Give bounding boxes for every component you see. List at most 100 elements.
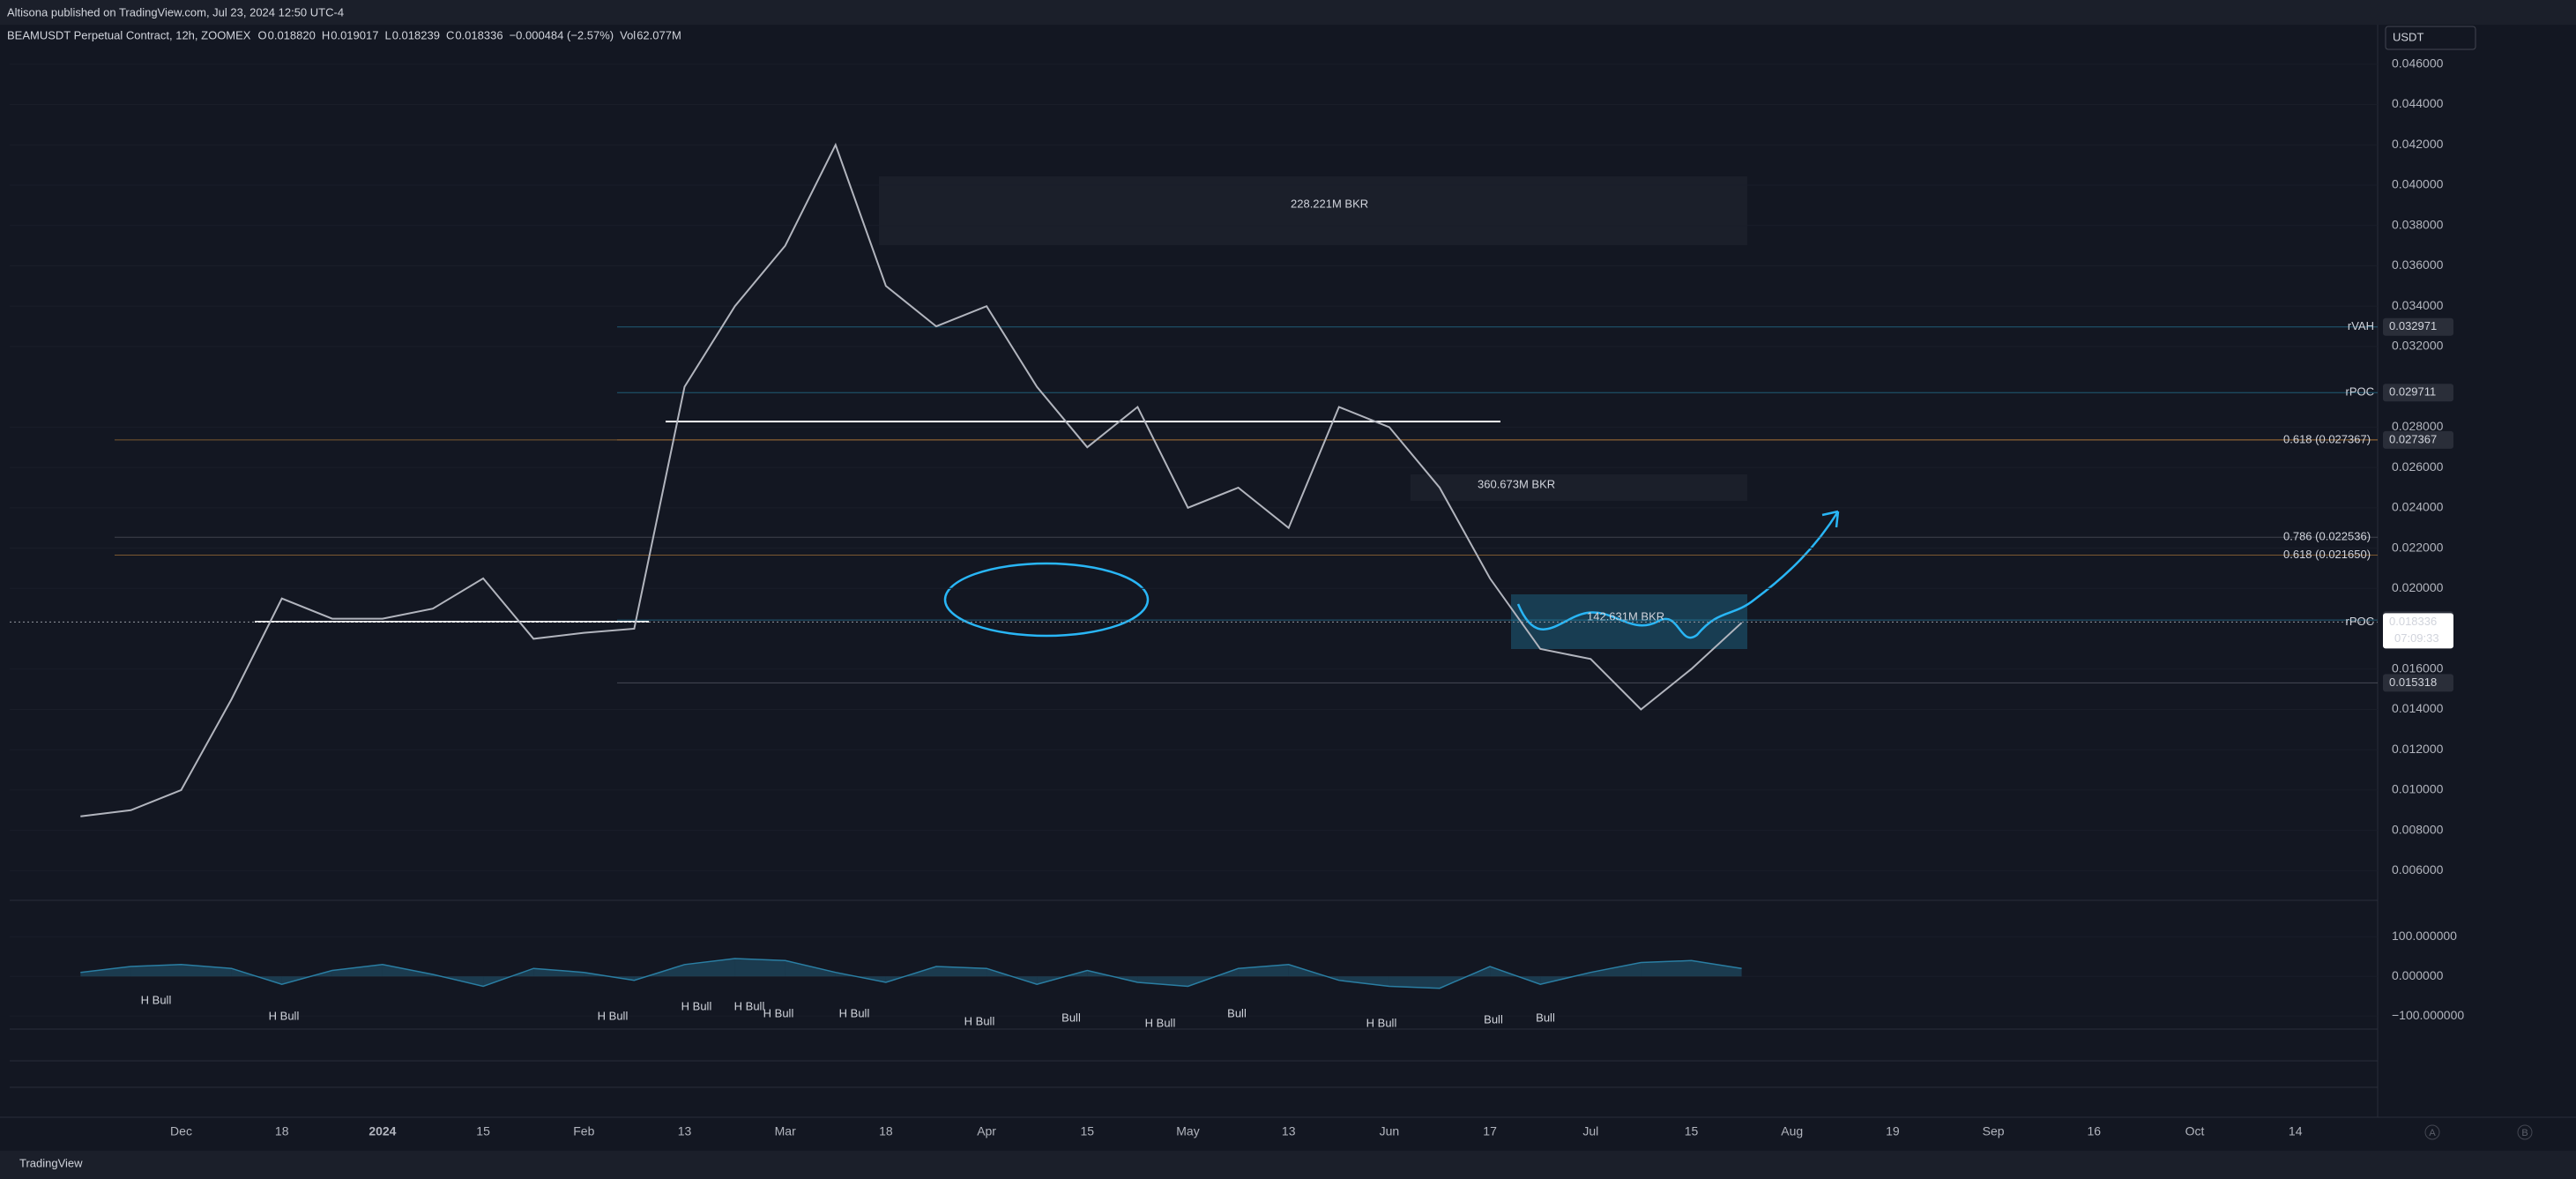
level-name: rPOC: [2346, 615, 2375, 628]
y-tick-label: 100.000000: [2392, 929, 2457, 943]
y-tick-label: 0.028000: [2392, 419, 2444, 433]
signal-label: H Bull: [598, 1009, 629, 1022]
fib-label: 0.786 (0.022536): [2283, 530, 2371, 543]
y-tick-label: 0.038000: [2392, 217, 2444, 231]
x-tick-label: Feb: [573, 1124, 594, 1138]
level-value: 0.027367: [2389, 432, 2437, 445]
x-tick-label: Jul: [1582, 1124, 1598, 1138]
x-tick-label: 13: [678, 1124, 692, 1138]
drawn-ellipse: [943, 562, 1150, 638]
signal-label: H Bull: [964, 1014, 995, 1027]
y-tick-label: 0.022000: [2392, 540, 2444, 554]
scale-button[interactable]: [2424, 1124, 2440, 1140]
legend-value: 0.018820: [268, 28, 316, 41]
y-tick-label: 0.032000: [2392, 339, 2444, 353]
x-tick-label: 15: [1685, 1124, 1699, 1138]
annotation: 142.631M BKR: [1587, 609, 1664, 623]
range-box: [879, 176, 1747, 245]
level-badge: [2383, 317, 2453, 336]
legend-key: L: [384, 28, 391, 41]
scale-button-label[interactable]: A: [2429, 1128, 2436, 1138]
oscillator-area: [1389, 976, 1440, 989]
level-badge: [2383, 674, 2453, 692]
legend-key: O: [257, 28, 266, 41]
currency-button[interactable]: [2385, 26, 2476, 50]
y-tick-label: 0.036000: [2392, 257, 2444, 272]
signal-label: H Bull: [269, 1009, 300, 1022]
price-line: [80, 142, 1743, 817]
x-tick-label: Sep: [1983, 1124, 2005, 1138]
y-tick-label: 0.046000: [2392, 56, 2444, 71]
legend-value: 0.018239: [392, 28, 440, 41]
level-value: 0.029711: [2389, 385, 2436, 399]
signal-label: Bull: [1484, 1012, 1503, 1026]
fib-label: 0.618 (0.027367): [2283, 432, 2371, 445]
oscillator-area: [331, 964, 383, 977]
y-tick-label: 0.044000: [2392, 96, 2444, 110]
scale-button-label[interactable]: B: [2521, 1128, 2528, 1138]
oscillator-area: [533, 968, 584, 977]
signal-label: Bull: [1536, 1011, 1555, 1024]
x-tick-label: 13: [1282, 1124, 1296, 1138]
x-tick-label: 15: [1081, 1124, 1095, 1138]
oscillator-area: [936, 966, 987, 977]
y-tick-label: −100.000000: [2392, 1008, 2464, 1022]
legend-key: Vol: [620, 28, 636, 41]
footer-brand[interactable]: TradingView: [19, 1156, 83, 1169]
drawn-arrow: [1516, 510, 1840, 639]
legend-key: H: [322, 28, 330, 41]
signal-label: H Bull: [141, 993, 172, 1006]
scale-button[interactable]: [2517, 1124, 2533, 1140]
oscillator-area: [1137, 976, 1188, 987]
x-tick-label: May: [1176, 1124, 1199, 1138]
footer-bar: [0, 1151, 2576, 1179]
signal-label: Bull: [1227, 1006, 1247, 1019]
x-tick-label: 15: [476, 1124, 490, 1138]
oscillator-area: [785, 960, 836, 977]
header-bar: [0, 0, 2576, 25]
y-tick-label: 0.006000: [2392, 862, 2444, 877]
level-name: rVAH: [2348, 319, 2374, 332]
oscillator-area: [1691, 960, 1742, 977]
oscillator-area: [130, 964, 182, 977]
level-badge: [2383, 430, 2453, 449]
level-badge: [2383, 384, 2453, 402]
y-tick-label: 0.020000: [2392, 580, 2444, 594]
currency[interactable]: USDT: [2393, 30, 2423, 43]
x-tick-label: Mar: [775, 1124, 796, 1138]
y-tick-label: 0.024000: [2392, 500, 2444, 514]
x-tick-label: 18: [275, 1124, 289, 1138]
x-tick-label: 19: [1886, 1124, 1900, 1138]
x-tick-label: Apr: [977, 1124, 996, 1138]
signal-label: H Bull: [1145, 1016, 1176, 1029]
x-tick-label: 17: [1483, 1124, 1497, 1138]
y-tick-label: 0.034000: [2392, 298, 2444, 312]
y-tick-label: 0.016000: [2392, 660, 2444, 675]
legend-value: 62.077M: [637, 28, 681, 41]
price-line: [80, 958, 1742, 989]
x-tick-label: Aug: [1781, 1124, 1803, 1138]
oscillator-area: [1338, 976, 1389, 987]
x-tick-label: 18: [879, 1124, 893, 1138]
level-value: 0.015318: [2389, 675, 2437, 689]
signal-label: H Bull: [839, 1006, 870, 1019]
y-tick-label: 0.012000: [2392, 742, 2444, 756]
level-name: rPOC: [2346, 385, 2375, 399]
x-tick-label: 2024: [369, 1124, 396, 1138]
x-tick-label: Jun: [1380, 1124, 1400, 1138]
signal-label: H Bull: [1366, 1016, 1397, 1029]
x-tick-label: Oct: [2185, 1124, 2205, 1138]
symbol: BEAMUSDT Perpetual Contract, 12h, ZOOMEX: [7, 28, 251, 41]
y-tick-label: 0.010000: [2392, 782, 2444, 796]
y-tick-label: 0.008000: [2392, 822, 2444, 836]
y-tick-label: 0.040000: [2392, 177, 2444, 191]
legend-key: C: [446, 28, 454, 41]
signal-label: Bull: [1061, 1011, 1081, 1024]
annotation: 360.673M BKR: [1478, 477, 1555, 490]
x-tick-label: Dec: [170, 1124, 192, 1138]
y-tick-label: 0.000000: [2392, 968, 2444, 982]
last-price-value: 0.018336: [2389, 615, 2437, 628]
oscillator-area: [80, 966, 131, 977]
y-tick-label: 0.014000: [2392, 701, 2444, 715]
